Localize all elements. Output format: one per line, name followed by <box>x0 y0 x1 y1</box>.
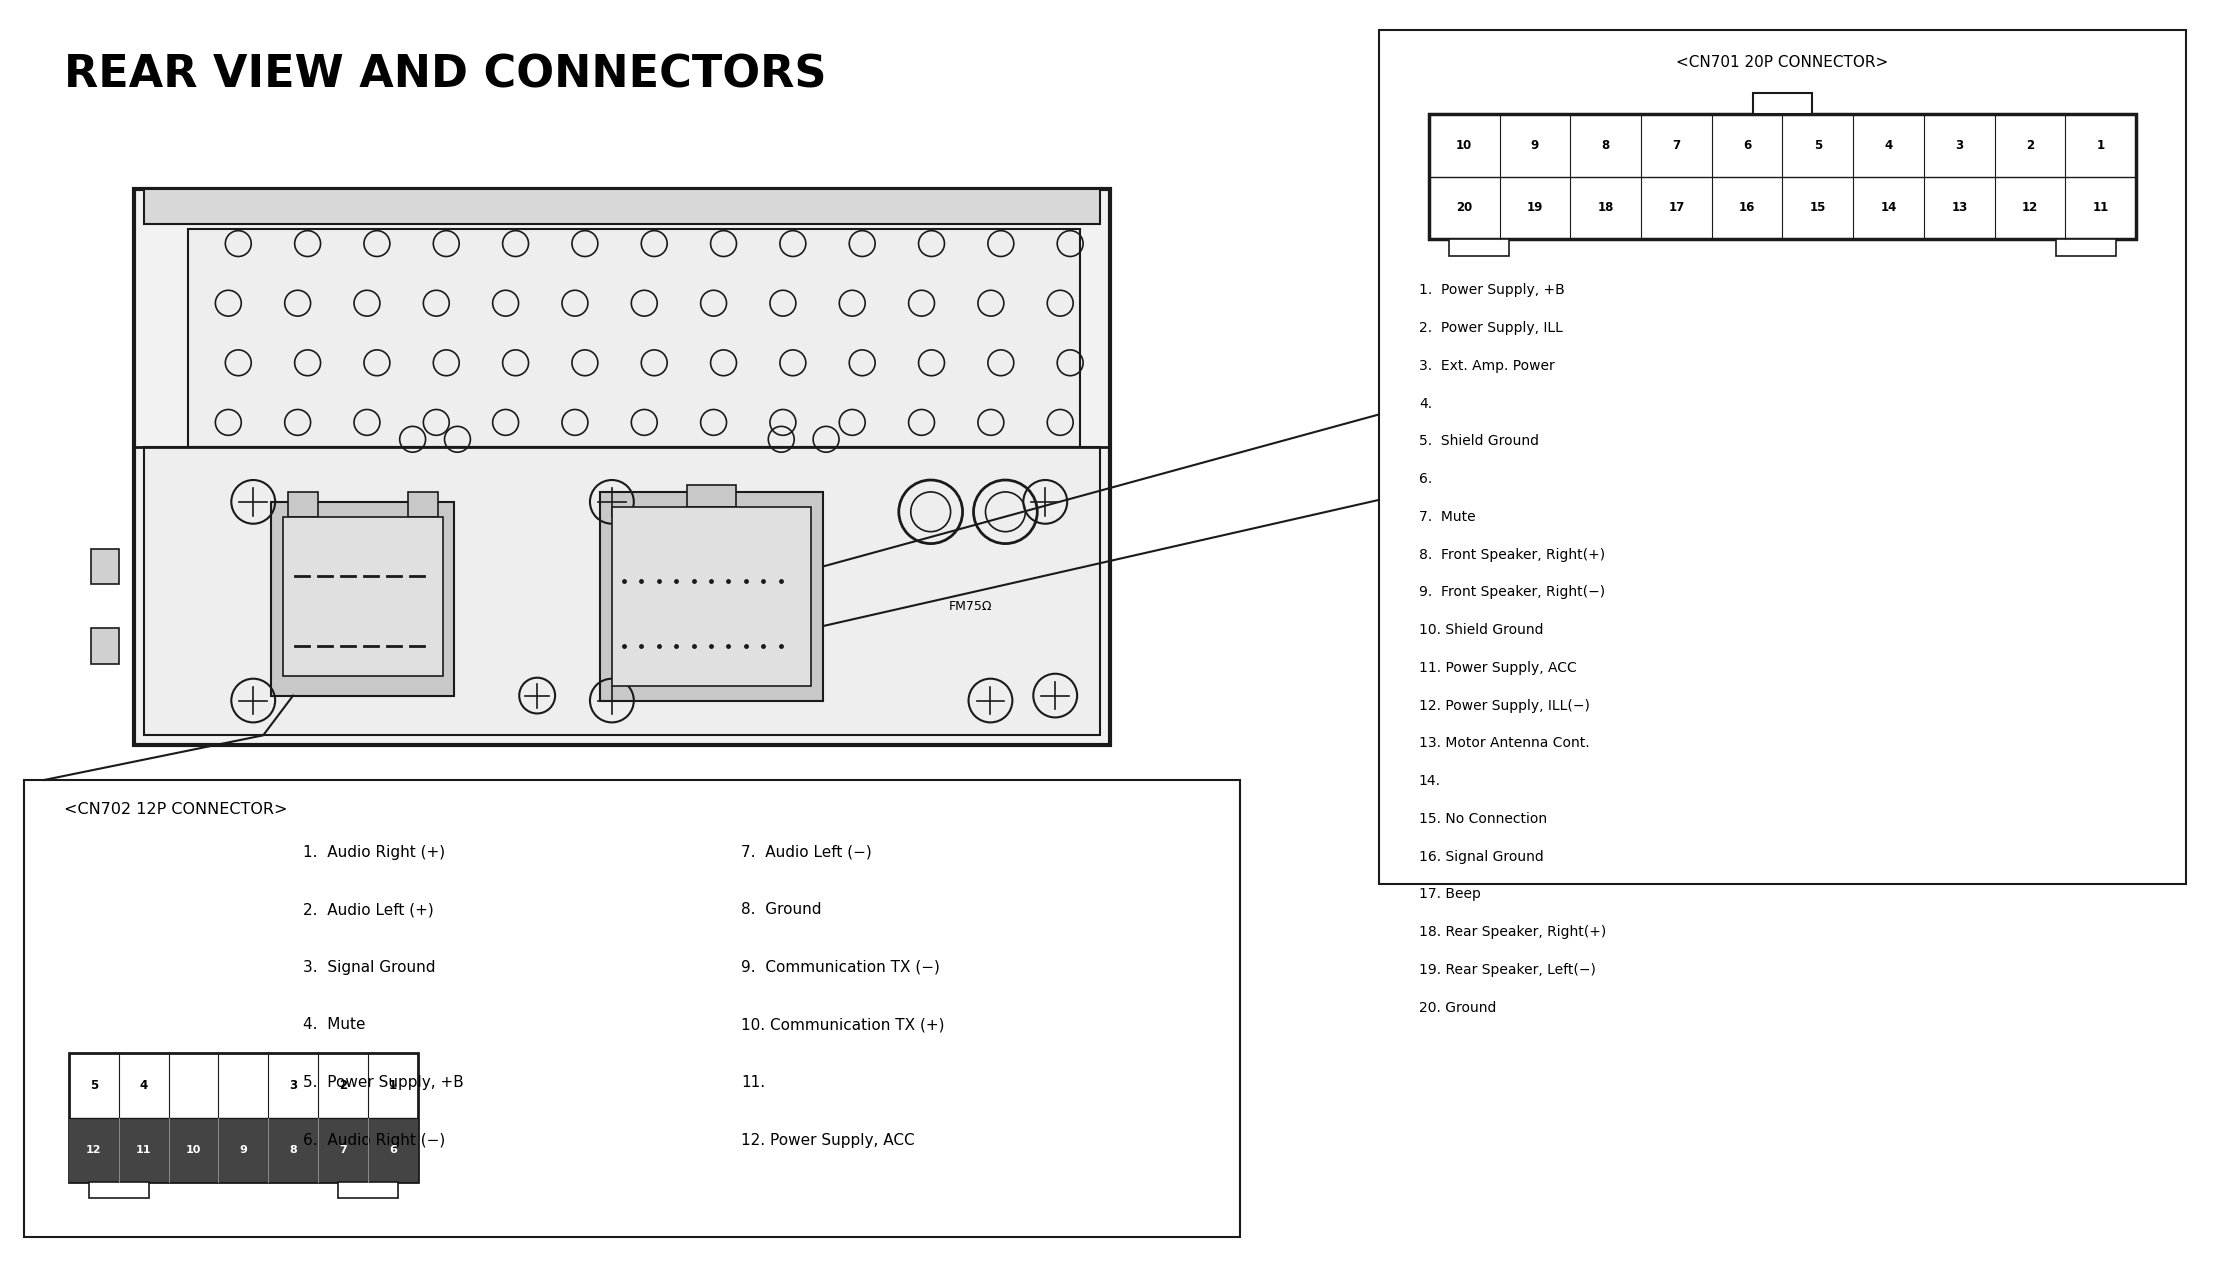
Text: 6.: 6. <box>1418 472 1431 486</box>
Bar <box>69 1118 418 1182</box>
Text: 5.  Shield Ground: 5. Shield Ground <box>1418 434 1538 448</box>
Text: 8: 8 <box>289 1144 296 1155</box>
Bar <box>145 189 1100 224</box>
Text: FM75Ω: FM75Ω <box>948 600 993 613</box>
Text: 8.  Front Speaker, Right(+): 8. Front Speaker, Right(+) <box>1418 548 1605 562</box>
Text: 5: 5 <box>1814 139 1821 152</box>
Text: <CN701 20P CONNECTOR>: <CN701 20P CONNECTOR> <box>1676 54 1888 70</box>
Bar <box>407 492 439 517</box>
Bar <box>1378 30 2186 885</box>
Text: 16: 16 <box>1739 201 1756 214</box>
Text: 15. No Connection: 15. No Connection <box>1418 812 1547 825</box>
Text: 1.  Audio Right (+): 1. Audio Right (+) <box>303 844 445 860</box>
Text: 13: 13 <box>1952 201 1968 214</box>
Bar <box>91 628 118 663</box>
Text: 6: 6 <box>390 1144 396 1155</box>
Text: 4.  Mute: 4. Mute <box>303 1018 365 1033</box>
Text: <CN702 12P CONNECTOR>: <CN702 12P CONNECTOR> <box>65 801 287 817</box>
Text: 18. Rear Speaker, Right(+): 18. Rear Speaker, Right(+) <box>1418 925 1607 939</box>
Text: 11. Power Supply, ACC: 11. Power Supply, ACC <box>1418 661 1576 675</box>
Text: 14: 14 <box>1881 201 1897 214</box>
Text: 9.  Communication TX (−): 9. Communication TX (−) <box>741 960 939 975</box>
Text: 6: 6 <box>1743 139 1752 152</box>
Text: 12: 12 <box>2021 201 2039 214</box>
Text: 10: 10 <box>185 1144 200 1155</box>
Bar <box>272 501 454 695</box>
Text: 2: 2 <box>338 1079 347 1093</box>
Text: 7.  Mute: 7. Mute <box>1418 510 1476 524</box>
Text: 7.  Audio Left (−): 7. Audio Left (−) <box>741 844 873 860</box>
Bar <box>1429 114 2137 238</box>
Bar <box>69 1053 418 1182</box>
Bar <box>24 780 1240 1237</box>
Text: 1: 1 <box>390 1079 396 1093</box>
Text: 13. Motor Antenna Cont.: 13. Motor Antenna Cont. <box>1418 737 1589 751</box>
Bar <box>686 485 737 506</box>
Text: 2.  Power Supply, ILL: 2. Power Supply, ILL <box>1418 322 1563 335</box>
Text: 10. Communication TX (+): 10. Communication TX (+) <box>741 1018 944 1033</box>
Text: 3: 3 <box>1954 139 1963 152</box>
Text: 17. Beep: 17. Beep <box>1418 887 1480 901</box>
Text: 17: 17 <box>1667 201 1685 214</box>
Text: 20: 20 <box>1456 201 1471 214</box>
Text: 11.: 11. <box>741 1075 766 1090</box>
Text: 12: 12 <box>87 1144 102 1155</box>
Text: 19. Rear Speaker, Left(−): 19. Rear Speaker, Left(−) <box>1418 963 1596 977</box>
Bar <box>1449 238 1509 257</box>
Bar <box>601 492 824 700</box>
Text: 12. Power Supply, ILL(−): 12. Power Supply, ILL(−) <box>1418 699 1589 713</box>
Text: 8.  Ground: 8. Ground <box>741 903 821 917</box>
Text: 20. Ground: 20. Ground <box>1418 1000 1496 1014</box>
Text: 3.  Ext. Amp. Power: 3. Ext. Amp. Power <box>1418 358 1554 372</box>
Text: 3.  Signal Ground: 3. Signal Ground <box>303 960 436 975</box>
Text: REAR VIEW AND CONNECTORS: REAR VIEW AND CONNECTORS <box>65 54 826 96</box>
Bar <box>1752 92 1812 114</box>
Text: 4: 4 <box>140 1079 147 1093</box>
Text: 12. Power Supply, ACC: 12. Power Supply, ACC <box>741 1133 915 1148</box>
Text: 10: 10 <box>1456 139 1471 152</box>
Text: 11: 11 <box>2092 201 2108 214</box>
Bar <box>287 492 318 517</box>
Text: 7: 7 <box>338 1144 347 1155</box>
Text: 8: 8 <box>1600 139 1609 152</box>
Text: 14.: 14. <box>1418 774 1440 787</box>
Text: 3: 3 <box>289 1079 296 1093</box>
Bar <box>612 506 810 686</box>
Text: 2.  Audio Left (+): 2. Audio Left (+) <box>303 903 434 917</box>
Text: 9: 9 <box>1531 139 1538 152</box>
Bar <box>338 1182 398 1198</box>
Bar <box>283 517 443 676</box>
Bar <box>189 229 1080 447</box>
Text: 5: 5 <box>89 1079 98 1093</box>
Text: 1: 1 <box>2097 139 2106 152</box>
Text: 9.  Front Speaker, Right(−): 9. Front Speaker, Right(−) <box>1418 585 1605 599</box>
Bar <box>89 1182 149 1198</box>
Text: 15: 15 <box>1810 201 1825 214</box>
Text: 19: 19 <box>1527 201 1543 214</box>
Text: 4.: 4. <box>1418 396 1431 410</box>
Text: 18: 18 <box>1598 201 1614 214</box>
Text: 9: 9 <box>240 1144 247 1155</box>
Bar <box>2057 238 2117 257</box>
Text: 5.  Power Supply, +B: 5. Power Supply, +B <box>303 1075 463 1090</box>
Text: 2: 2 <box>2026 139 2035 152</box>
Text: 4: 4 <box>1885 139 1892 152</box>
Bar <box>145 447 1100 736</box>
Text: 7: 7 <box>1672 139 1681 152</box>
Text: 1.  Power Supply, +B: 1. Power Supply, +B <box>1418 284 1565 298</box>
Text: 11: 11 <box>136 1144 151 1155</box>
Text: 10. Shield Ground: 10. Shield Ground <box>1418 623 1543 637</box>
Text: 6.  Audio Right (−): 6. Audio Right (−) <box>303 1133 445 1148</box>
Bar <box>134 189 1111 746</box>
Bar <box>91 548 118 585</box>
Text: 16. Signal Ground: 16. Signal Ground <box>1418 849 1543 863</box>
